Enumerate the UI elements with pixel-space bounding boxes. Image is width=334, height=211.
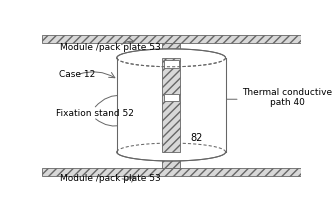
Bar xyxy=(117,58,225,152)
Bar xyxy=(162,43,180,168)
Bar xyxy=(162,58,180,152)
Bar xyxy=(164,60,179,68)
Text: 82: 82 xyxy=(191,133,203,143)
Text: Module /pack plate 53: Module /pack plate 53 xyxy=(60,43,161,52)
Ellipse shape xyxy=(117,143,225,161)
Ellipse shape xyxy=(117,49,225,67)
Text: Case 12: Case 12 xyxy=(58,70,95,78)
Bar xyxy=(42,35,301,43)
Bar xyxy=(164,93,179,101)
Text: Thermal conductive
path 40: Thermal conductive path 40 xyxy=(242,88,332,107)
Text: Fixation stand 52: Fixation stand 52 xyxy=(56,109,134,118)
Text: Module /pack plate 53: Module /pack plate 53 xyxy=(60,174,161,183)
Bar xyxy=(42,168,301,176)
